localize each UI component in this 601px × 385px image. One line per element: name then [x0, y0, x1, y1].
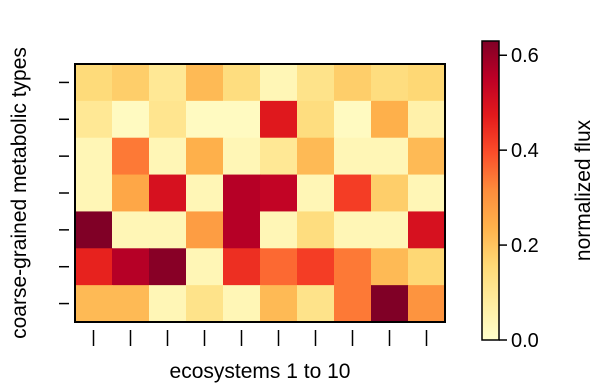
heatmap-cell: [260, 100, 298, 139]
heatmap-cell: [371, 248, 409, 286]
heatmap-cell: [223, 64, 261, 102]
heatmap-cell: [186, 248, 224, 286]
colorbar-ticks: 0.0 0.2 0.4 0.6: [499, 45, 539, 352]
heatmap-cell: [112, 285, 150, 323]
heatmap-cell: [75, 100, 113, 139]
heatmap-cell: [371, 174, 409, 213]
heatmap-cell: [371, 64, 409, 102]
heatmap-cell: [223, 248, 261, 286]
heatmap-cell: [149, 64, 187, 102]
heatmap-cell: [149, 211, 187, 249]
heatmap-cell: [334, 174, 372, 213]
heatmap-cell: [186, 100, 224, 139]
heatmap-cell: [408, 211, 446, 249]
heatmap-cell: [149, 174, 187, 213]
heatmap-cell: [408, 248, 446, 286]
colorbar-tick-label: 0.4: [511, 140, 539, 162]
heatmap-cell: [334, 100, 372, 139]
heatmap-cell: [186, 285, 224, 323]
heatmap-cell: [186, 211, 224, 249]
heatmap-cell: [408, 174, 446, 213]
heatmap-cell: [371, 211, 409, 249]
plot-frame: [74, 63, 446, 323]
heatmap-cell: [371, 285, 409, 323]
heatmap-cell: [149, 248, 187, 286]
colorbar: [481, 40, 500, 341]
heatmap-cell: [149, 100, 187, 139]
heatmap-cell: [371, 100, 409, 139]
heatmap-cell: [297, 137, 335, 176]
heatmap-cell: [75, 174, 113, 213]
heatmap-cell: [408, 137, 446, 176]
heatmap-cell: [112, 137, 150, 176]
heatmap-cell: [334, 211, 372, 249]
heatmap-cell: [112, 64, 150, 102]
x-axis-label: ecosystems 1 to 10: [170, 360, 351, 383]
y-axis-label: coarse-grained metabolic types: [8, 47, 31, 339]
colorbar-tick-label: 0.2: [511, 235, 539, 257]
heatmap-cell: [75, 248, 113, 286]
heatmap-cells: [75, 64, 446, 323]
heatmap-cell: [186, 137, 224, 176]
heatmap-cell: [334, 248, 372, 286]
heatmap-cell: [297, 285, 335, 323]
heatmap-cell: [297, 64, 335, 102]
heatmap-cell: [186, 64, 224, 102]
heatmap-cell: [186, 174, 224, 213]
heatmap-cell: [112, 174, 150, 213]
colorbar-label: normalized flux: [572, 119, 595, 261]
heatmap-cell: [75, 285, 113, 323]
heatmap-cell: [408, 100, 446, 139]
heatmap-cell: [112, 100, 150, 139]
colorbar-tick-label: 0.6: [511, 45, 539, 67]
heatmap-cell: [260, 211, 298, 249]
heatmap-cell: [75, 64, 113, 102]
heatmap-cell: [223, 137, 261, 176]
heatmap-cell: [297, 174, 335, 213]
heatmap-cell: [149, 285, 187, 323]
heatmap-cell: [260, 285, 298, 323]
heatmap-cell: [408, 285, 446, 323]
colorbar-tick-label: 0.0: [511, 330, 539, 352]
heatmap-cell: [297, 248, 335, 286]
heatmap-cell: [75, 137, 113, 176]
heatmap-cell: [297, 211, 335, 249]
heatmap-cell: [334, 285, 372, 323]
heatmap-cell: [223, 100, 261, 139]
heatmap-cell: [334, 137, 372, 176]
heatmap-cell: [408, 64, 446, 102]
heatmap-cell: [260, 64, 298, 102]
heatmap-cell: [297, 100, 335, 139]
heatmap-cell: [223, 174, 261, 213]
heatmap-cell: [223, 285, 261, 323]
x-axis-ticks: [92, 330, 428, 346]
heatmap-cell: [149, 137, 187, 176]
heatmap-cell: [75, 211, 113, 249]
heatmap-cell: [260, 137, 298, 176]
heatmap-cell: [334, 64, 372, 102]
heatmap-cell: [223, 211, 261, 249]
heatmap-cell: [260, 248, 298, 286]
heatmap-cell: [371, 137, 409, 176]
y-axis-ticks: [59, 81, 69, 305]
heatmap-cell: [112, 248, 150, 286]
heatmap-cell: [112, 211, 150, 249]
heatmap-cell: [260, 174, 298, 213]
